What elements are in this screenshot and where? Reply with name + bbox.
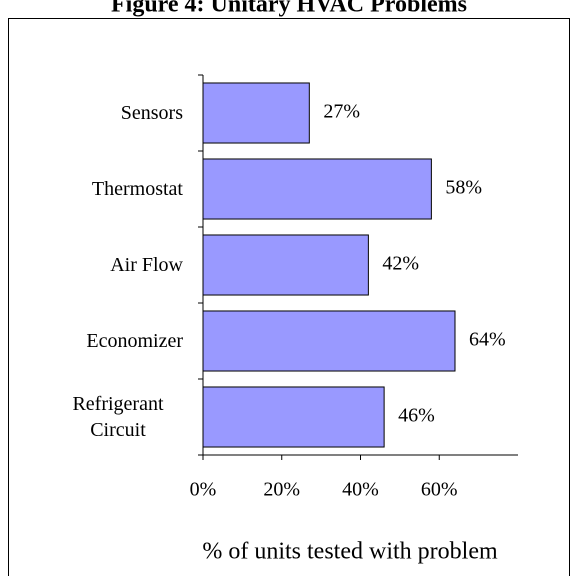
- value-label: 42%: [382, 253, 419, 275]
- y-tick-label: Thermostat: [91, 178, 183, 200]
- x-tick-label: 20%: [263, 479, 300, 501]
- chart-title: Figure 4: Unitary HVAC Problems: [111, 0, 467, 18]
- bar: [202, 234, 369, 296]
- value-label: 46%: [398, 405, 435, 427]
- value-label: 27%: [323, 101, 360, 123]
- y-tick-label: Air Flow: [110, 254, 183, 276]
- bar: [202, 82, 310, 144]
- y-tick-label: Sensors: [120, 102, 183, 124]
- x-tick-label: 0%: [190, 479, 217, 501]
- y-tick-label: Refrigerant Circuit: [72, 393, 164, 441]
- x-axis-title: % of units tested with problem: [202, 539, 498, 565]
- bar: [202, 310, 456, 372]
- value-label: 64%: [469, 329, 506, 351]
- bar: [202, 386, 385, 448]
- y-tick-label: Economizer: [86, 330, 183, 352]
- x-tick-label: 40%: [342, 479, 379, 501]
- x-tick-label: 60%: [421, 479, 458, 501]
- value-label: 58%: [445, 177, 482, 199]
- bar: [202, 158, 432, 220]
